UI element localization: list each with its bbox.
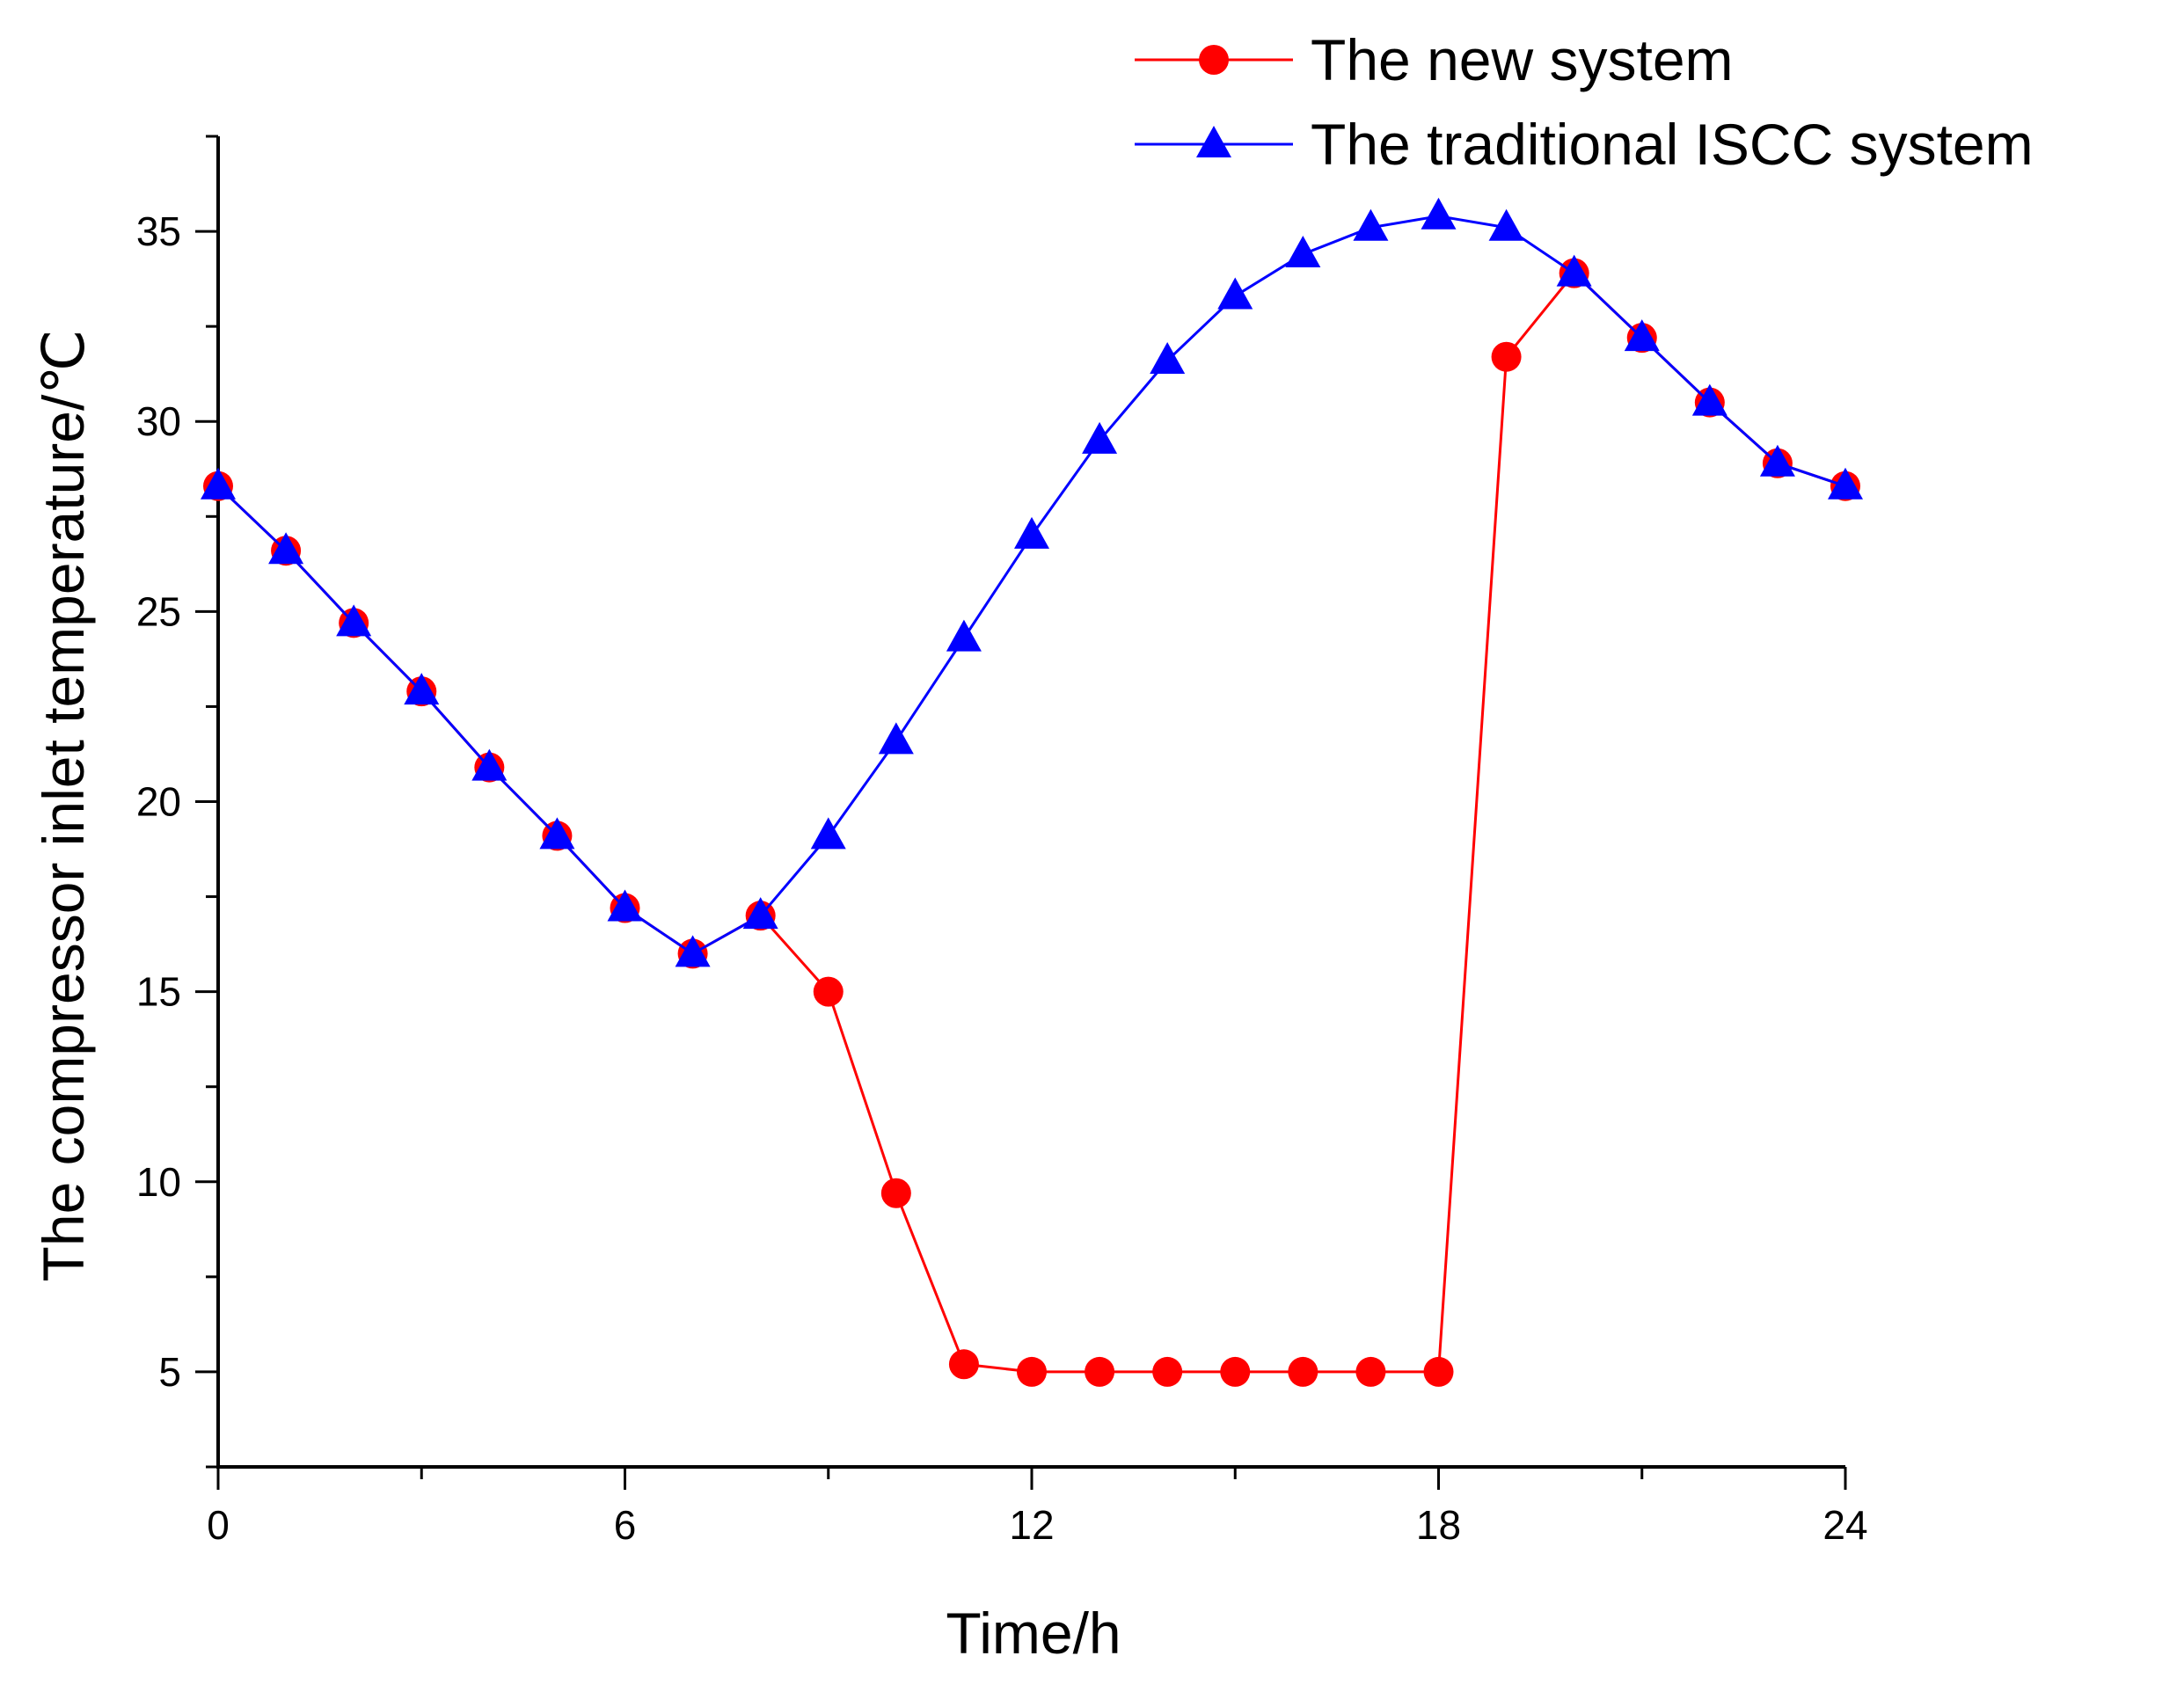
- data-point-traditional-iscc: [1488, 208, 1524, 241]
- legend-label-new-system: The new system: [1311, 27, 1734, 92]
- plot-area: [201, 197, 1863, 1387]
- series-traditional-iscc: [201, 197, 1863, 967]
- data-point-traditional-iscc: [946, 619, 982, 652]
- data-point-new-system: [1085, 1356, 1115, 1387]
- data-point-traditional-iscc: [1556, 254, 1592, 287]
- legend: The new system The traditional ISCC syst…: [1135, 27, 2034, 177]
- x-tick-label: 24: [1822, 1502, 1867, 1548]
- y-tick-label: 20: [136, 779, 181, 825]
- data-point-traditional-iscc: [878, 722, 914, 755]
- data-point-traditional-iscc: [1082, 421, 1118, 454]
- data-point-traditional-iscc: [404, 673, 440, 705]
- data-point-traditional-iscc: [336, 604, 372, 637]
- data-point-new-system: [1220, 1356, 1251, 1387]
- data-point-traditional-iscc: [201, 467, 236, 500]
- legend-marker-new-system: [1199, 45, 1229, 75]
- data-point-traditional-iscc: [810, 817, 846, 850]
- data-point-new-system: [1017, 1356, 1047, 1387]
- y-tick-label: 15: [136, 969, 181, 1015]
- x-tick-label: 18: [1416, 1502, 1461, 1548]
- data-point-new-system: [1423, 1356, 1454, 1387]
- axes: [216, 136, 1845, 1469]
- x-tick-label: 12: [1009, 1502, 1054, 1548]
- data-point-traditional-iscc: [539, 817, 575, 850]
- legend-label-traditional-iscc: The traditional ISCC system: [1311, 112, 2034, 177]
- data-point-traditional-iscc: [607, 889, 643, 922]
- data-point-new-system: [1288, 1356, 1318, 1387]
- data-point-traditional-iscc: [675, 935, 711, 967]
- data-point-new-system: [813, 976, 844, 1007]
- data-point-traditional-iscc: [1759, 444, 1795, 477]
- data-point-traditional-iscc: [1353, 208, 1389, 241]
- series-line-new-system: [216, 271, 1846, 1374]
- data-point-traditional-iscc: [1014, 516, 1049, 549]
- data-point-traditional-iscc: [1150, 342, 1186, 375]
- data-point-traditional-iscc: [268, 532, 304, 565]
- y-tick-label: 25: [136, 588, 181, 634]
- series-line-traditional-iscc: [216, 215, 1846, 956]
- data-point-new-system: [1152, 1356, 1183, 1387]
- legend-marker-traditional-iscc: [1196, 126, 1231, 157]
- y-axis-ticks: 5 10 15 20 25 30 35: [136, 135, 218, 1469]
- x-tick-label: 0: [207, 1502, 230, 1548]
- series-new-system: [203, 258, 1860, 1387]
- data-point-new-system: [948, 1349, 979, 1380]
- x-tick-label: 6: [614, 1502, 637, 1548]
- data-point-traditional-iscc: [1691, 383, 1727, 416]
- y-axis-title: The compressor inlet temperature/℃: [31, 330, 96, 1282]
- data-point-traditional-iscc: [1624, 319, 1660, 352]
- data-point-traditional-iscc: [742, 897, 778, 930]
- y-tick-label: 35: [136, 208, 181, 254]
- data-point-traditional-iscc: [1285, 236, 1321, 268]
- y-tick-label: 5: [158, 1349, 181, 1395]
- data-point-new-system: [1355, 1356, 1386, 1387]
- data-point-traditional-iscc: [1217, 277, 1253, 310]
- data-point-new-system: [880, 1178, 911, 1208]
- data-point-traditional-iscc: [471, 748, 508, 781]
- y-tick-label: 30: [136, 398, 181, 444]
- data-point-traditional-iscc: [1421, 197, 1457, 230]
- data-point-traditional-iscc: [1828, 467, 1863, 500]
- x-axis-title: Time/h: [946, 1601, 1121, 1666]
- data-point-new-system: [1491, 341, 1522, 372]
- x-axis-ticks: 0 6 12 18 24: [207, 1467, 1868, 1548]
- y-tick-label: 10: [136, 1159, 181, 1205]
